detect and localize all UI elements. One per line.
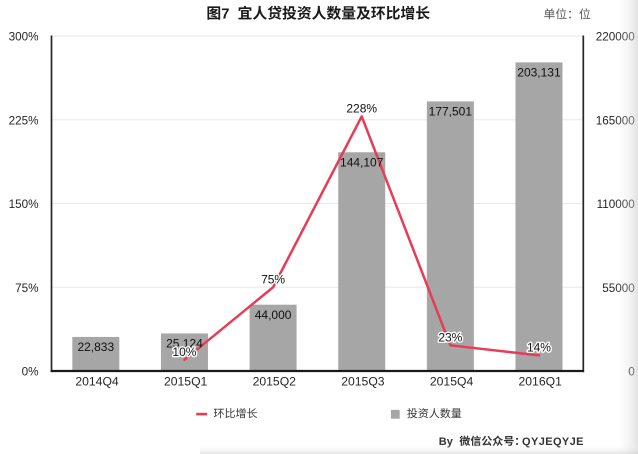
svg-text:75%: 75% (261, 272, 285, 286)
svg-text:22,833: 22,833 (77, 340, 114, 354)
svg-text:2015Q3: 2015Q3 (341, 375, 385, 389)
svg-text:2015Q2: 2015Q2 (253, 375, 297, 389)
svg-text:75%: 75% (15, 282, 38, 295)
svg-text:2016Q1: 2016Q1 (518, 375, 562, 389)
svg-text:2014Q4: 2014Q4 (75, 375, 119, 389)
svg-text:228%: 228% (346, 102, 377, 116)
svg-text:225%: 225% (9, 114, 39, 127)
svg-text:0%: 0% (22, 366, 39, 379)
svg-text:7: 7 (221, 6, 229, 22)
svg-text:150%: 150% (9, 198, 39, 211)
svg-text:44,000: 44,000 (255, 308, 292, 322)
svg-text:23%: 23% (438, 331, 462, 345)
svg-text:177,501: 177,501 (429, 105, 473, 119)
svg-text:144,107: 144,107 (340, 156, 384, 170)
svg-text:2015Q1: 2015Q1 (164, 375, 208, 389)
svg-text:10%: 10% (172, 345, 196, 359)
svg-text:14%: 14% (527, 341, 551, 355)
svg-text:2015Q4: 2015Q4 (430, 375, 474, 389)
svg-text:25,124: 25,124 (166, 337, 203, 351)
svg-text:203,131: 203,131 (517, 66, 561, 80)
svg-text:300%: 300% (9, 31, 39, 44)
